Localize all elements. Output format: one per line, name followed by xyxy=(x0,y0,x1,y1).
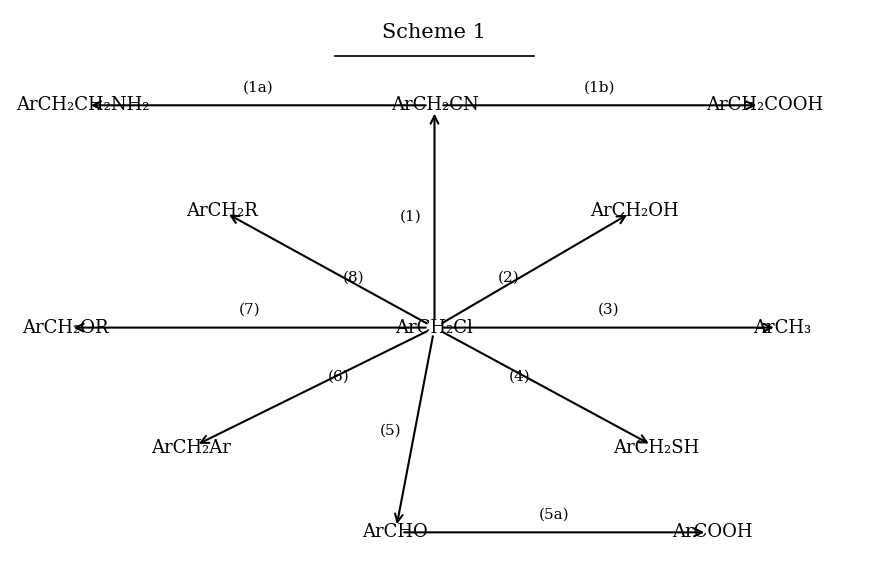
Text: (8): (8) xyxy=(343,271,365,285)
Text: ArCH₂CN: ArCH₂CN xyxy=(391,97,478,114)
Text: ArCH₂OR: ArCH₂OR xyxy=(22,319,109,336)
Text: (7): (7) xyxy=(239,303,261,317)
Text: Scheme 1: Scheme 1 xyxy=(382,23,487,42)
Text: ArCH₂Ar: ArCH₂Ar xyxy=(151,439,231,456)
Text: ArCH₂R: ArCH₂R xyxy=(186,202,257,219)
Text: (1): (1) xyxy=(399,209,421,223)
Text: (3): (3) xyxy=(598,303,620,317)
Text: (1a): (1a) xyxy=(243,81,274,95)
Text: (5a): (5a) xyxy=(539,508,569,522)
Text: (5): (5) xyxy=(380,423,401,437)
Text: (6): (6) xyxy=(328,370,349,384)
Text: ArCH₂COOH: ArCH₂COOH xyxy=(706,97,823,114)
Text: (1b): (1b) xyxy=(584,81,615,95)
Text: (4): (4) xyxy=(508,370,530,384)
Text: ArCH₂Cl: ArCH₂Cl xyxy=(395,319,474,336)
Text: ArCHO: ArCHO xyxy=(362,524,428,541)
Text: ArCH₂SH: ArCH₂SH xyxy=(613,439,700,456)
Text: ArCH₂CH₂NH₂: ArCH₂CH₂NH₂ xyxy=(16,97,149,114)
Text: (2): (2) xyxy=(498,271,520,285)
Text: ArCH₃: ArCH₃ xyxy=(753,319,811,336)
Text: ArCH₂OH: ArCH₂OH xyxy=(590,202,679,219)
Text: ArCOOH: ArCOOH xyxy=(673,524,753,541)
